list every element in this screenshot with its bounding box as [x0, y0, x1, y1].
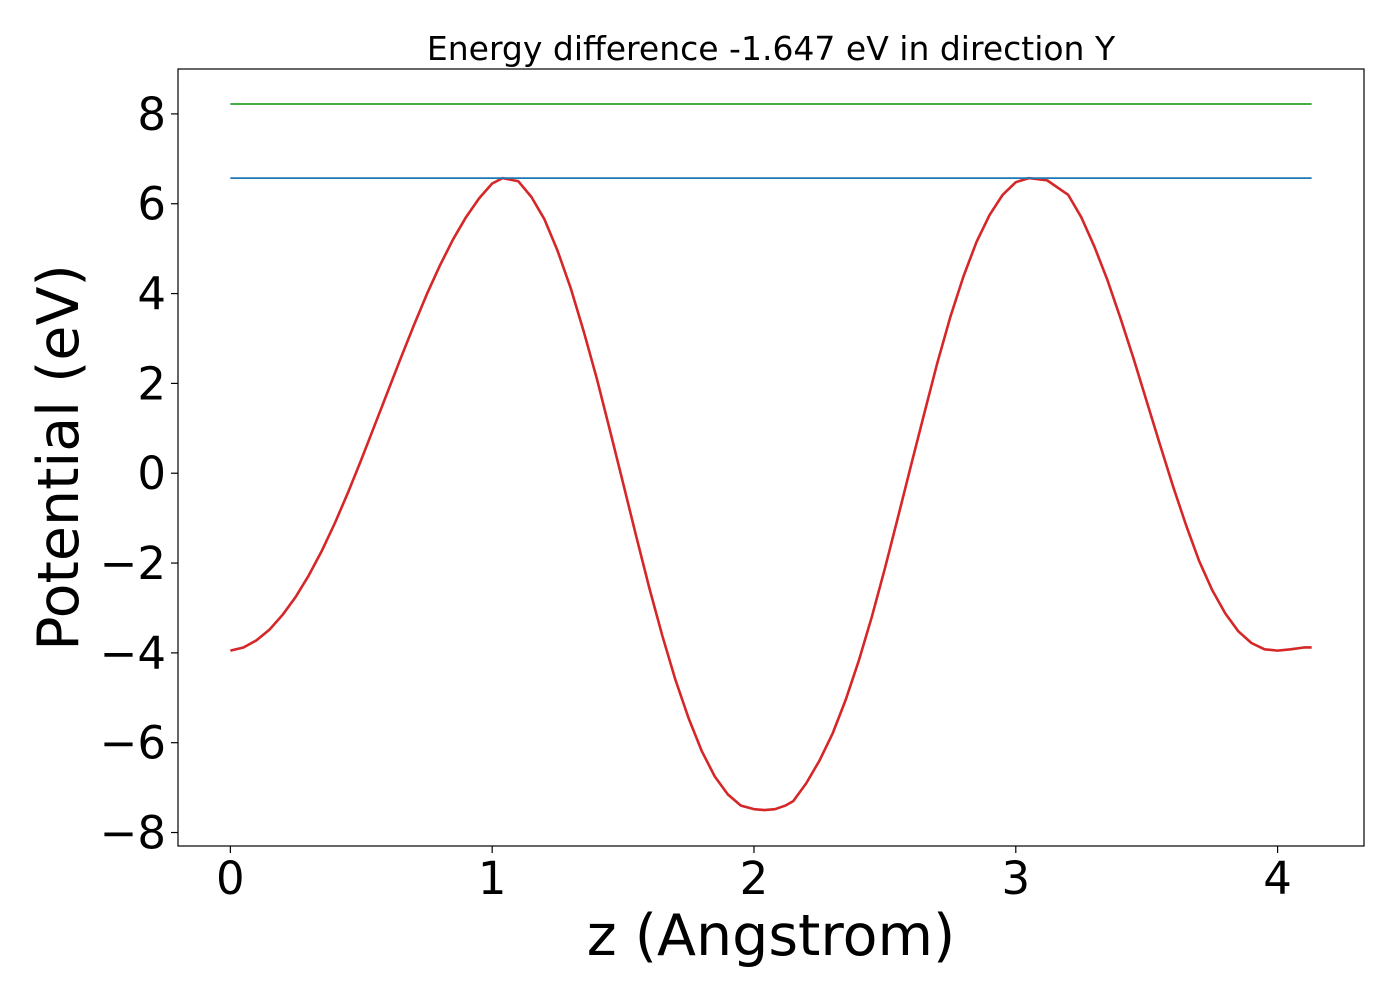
x-tick-label: 0 — [216, 852, 245, 905]
y-tick-label: 0 — [137, 447, 166, 500]
y-tick-label: 8 — [137, 88, 166, 141]
x-tick-label: 2 — [740, 852, 769, 905]
x-tick-label: 4 — [1263, 852, 1292, 905]
x-axis: 0 1 2 3 4 — [216, 846, 1292, 905]
y-axis-label: Potential (eV) — [26, 264, 92, 650]
y-tick-label: 4 — [137, 268, 166, 321]
y-tick-label: −8 — [100, 807, 166, 860]
plot-frame — [177, 68, 1365, 847]
y-tick-label: −2 — [100, 537, 166, 590]
x-tick-label: 3 — [1001, 852, 1030, 905]
x-axis-label: z (Angstrom) — [587, 903, 955, 969]
y-axis: −8 −6 −4 −2 0 2 4 6 8 — [100, 88, 178, 860]
plot-area — [230, 103, 1312, 812]
y-tick-label: −6 — [100, 717, 166, 770]
y-tick-label: 6 — [137, 178, 166, 231]
y-tick-label: −4 — [100, 627, 166, 680]
x-tick-label: 1 — [478, 852, 507, 905]
series-line-0 — [230, 176, 1312, 812]
chart-title: Energy difference -1.647 eV in direction… — [427, 29, 1116, 68]
y-tick-label: 2 — [137, 357, 166, 410]
